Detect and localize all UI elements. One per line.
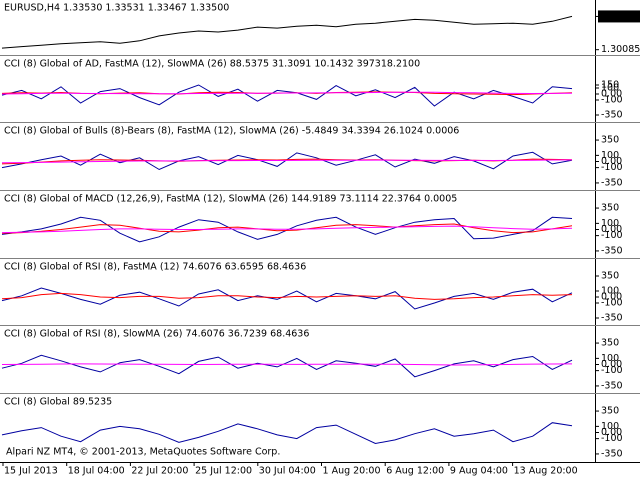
panel-title: CCI (8) Global of AD, FastMA (12), SlowM…: [4, 59, 420, 70]
series-line: [1, 363, 573, 366]
y-tick-label: 0.00: [601, 292, 622, 303]
y-tick-label: -350: [601, 110, 623, 121]
x-tick-label: 30 Jul 04:00: [259, 466, 316, 477]
y-tick-label: -350: [601, 380, 623, 391]
y-tick-label: 100: [601, 421, 619, 432]
y-tick-label: 150: [601, 80, 619, 91]
y-tick-label: 0.00: [601, 89, 622, 100]
series-line: [1, 354, 573, 378]
y-tick-label: 0.00: [601, 224, 622, 235]
y-tick-label: 100: [601, 353, 619, 364]
y-tick-label: 350: [601, 203, 619, 214]
y-tick-label: 350: [601, 406, 619, 417]
series-line: [1, 225, 573, 234]
y-tick-label: 0.00: [601, 359, 622, 370]
y-tick-label: 0.00: [601, 427, 622, 438]
x-tick-label: 1 Aug 20:00: [323, 466, 381, 477]
footer: Alpari NZ MT4, © 2001-2013, MetaQuotes S…: [6, 447, 280, 458]
panel-title: EURUSD,H4 1.33530 1.33531 1.33467 1.3350…: [4, 3, 229, 14]
y-tick-label: 350: [601, 338, 619, 349]
y-tick-label: 350: [601, 271, 619, 282]
y-tick-label: -100: [601, 95, 623, 106]
y-tick-label: -100: [601, 230, 623, 241]
x-tick-label: 22 Jul 20:00: [131, 466, 188, 477]
x-tick-label: 15 Jul 2013: [4, 466, 58, 477]
x-tick-label: 13 Aug 20:00: [514, 466, 578, 477]
y-tick-label: -100: [601, 162, 623, 173]
y-tick-label: -350: [601, 313, 623, 324]
panel-title: CCI (8) Global 89.5235: [4, 397, 112, 408]
y-tick-label: -350: [601, 448, 623, 459]
y-tick-label: 100: [601, 286, 619, 297]
panel-title: CCI (8) Global of RSI (8), FastMA (12) 7…: [4, 262, 306, 273]
series-line: [1, 292, 573, 300]
series-line: [1, 287, 573, 310]
series-line: [1, 223, 573, 234]
y-tick-label: 100: [601, 150, 619, 161]
y-tick-label: -100: [601, 365, 623, 376]
y-tick-label: 100: [601, 218, 619, 229]
y-tick-label: 100: [601, 83, 619, 94]
x-tick-label: 18 Jul 04:00: [68, 466, 125, 477]
panel-title: CCI (8) Global of MACD (12,26,9), FastMA…: [4, 194, 457, 205]
y-tick-label: 1.33500: [601, 11, 640, 22]
series-line: [1, 15, 573, 49]
y-tick-label: -350: [601, 245, 623, 256]
panel-title: CCI (8) Global of RSI (8), SlowMA (26) 7…: [4, 329, 309, 340]
x-tick-label: 25 Jul 12:00: [195, 466, 252, 477]
y-tick-label: -100: [601, 298, 623, 309]
y-tick-label: -100: [601, 433, 623, 444]
series-line: [1, 159, 573, 164]
current-price-box: [598, 10, 640, 23]
y-tick-label: -350: [601, 177, 623, 188]
series-line: [1, 422, 573, 445]
x-tick-label: 9 Aug 04:00: [450, 466, 508, 477]
panel-title: CCI (8) Global of Bulls (8)-Bears (8), F…: [4, 126, 459, 137]
y-tick-label: 350: [601, 135, 619, 146]
y-tick-label: 0.00: [601, 156, 622, 167]
series-line: [1, 91, 573, 95]
y-tick-label: 1.30085: [601, 44, 640, 55]
x-tick-label: 6 Aug 12:00: [386, 466, 444, 477]
